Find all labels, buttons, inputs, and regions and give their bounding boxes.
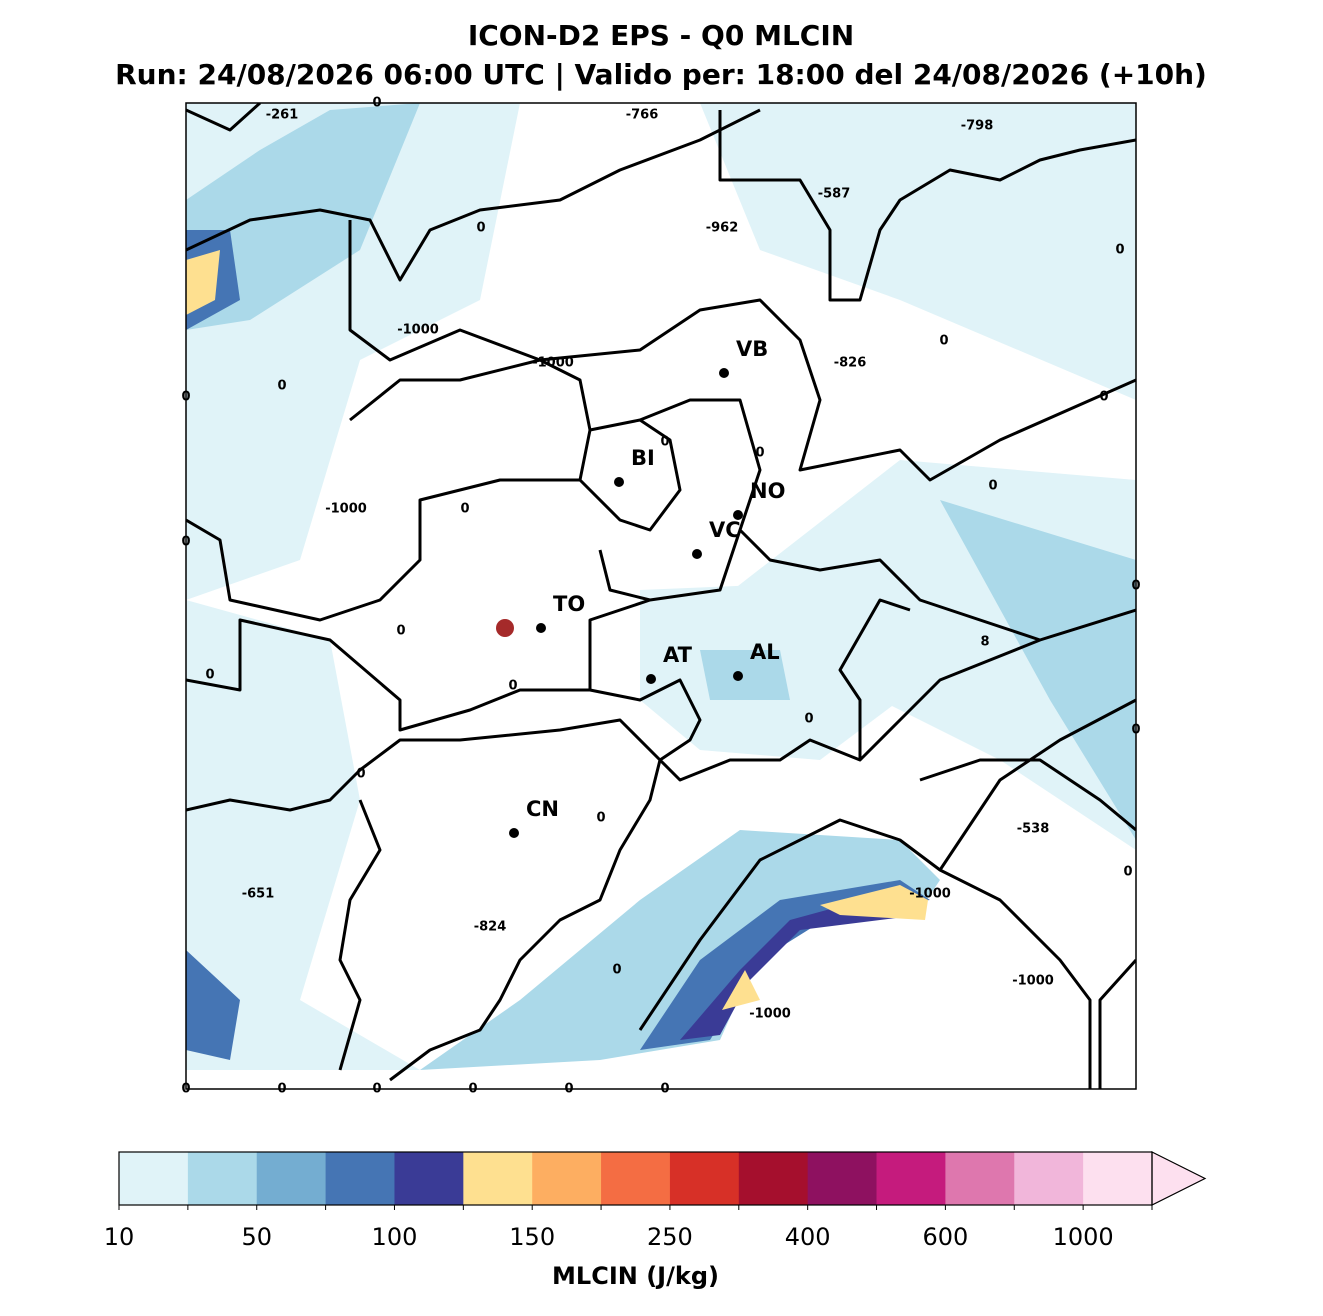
color-swatch xyxy=(325,1152,395,1205)
color-swatch xyxy=(669,1152,740,1205)
city-label: VB xyxy=(736,337,768,361)
city-dot xyxy=(733,671,743,681)
contour-label: 0 xyxy=(939,334,948,349)
contour-label: 0 xyxy=(660,1082,669,1097)
contour-label: 0 xyxy=(277,379,286,394)
color-swatch xyxy=(738,1152,809,1205)
subtitle: Run: 24/08/2026 06:00 UTC | Valido per: … xyxy=(115,58,1207,91)
colorbar: 10 50 100 150 250 400 600 1000 MLCIN (J/kg) xyxy=(104,1151,1207,1290)
contour-label: 0 xyxy=(1131,723,1140,738)
color-swatch xyxy=(1083,1152,1153,1205)
contour-label: 0 xyxy=(612,963,621,978)
color-swatch xyxy=(394,1152,464,1205)
city-label: NO xyxy=(750,479,785,503)
contour-label: -651 xyxy=(242,887,275,902)
contour-label: 0 xyxy=(468,1082,477,1097)
city-label: VC xyxy=(709,518,741,542)
title: ICON-D2 EPS - Q0 MLCIN xyxy=(468,19,854,52)
color-swatch xyxy=(532,1152,602,1205)
city-label: CN xyxy=(526,797,559,821)
contour-label: 0 xyxy=(396,624,405,639)
colorbar-tick-label: 50 xyxy=(241,1223,272,1251)
contour-label: 0 xyxy=(804,712,813,727)
color-swatch xyxy=(601,1152,671,1205)
city-dot xyxy=(614,477,624,487)
contour-label: 0 xyxy=(660,435,669,450)
contour-label: -538 xyxy=(1017,822,1050,837)
city-dot xyxy=(509,828,519,838)
contour-label: 0 xyxy=(755,446,764,461)
contour-label: -1000 xyxy=(397,323,439,338)
city-dot xyxy=(733,510,743,520)
color-swatch xyxy=(187,1152,258,1205)
city-label: AT xyxy=(663,643,693,667)
contour-label: -766 xyxy=(626,108,659,123)
contour-label: -1000 xyxy=(1012,974,1054,989)
contour-label: 0 xyxy=(1131,579,1140,594)
city-dot xyxy=(646,674,656,684)
contour-label: 0 xyxy=(181,535,190,550)
colorbar-tick-label: 150 xyxy=(509,1223,555,1251)
contour-label: -587 xyxy=(818,187,851,202)
contour-label: 0 xyxy=(988,479,997,494)
colorbar-tick-label: 1000 xyxy=(1053,1223,1114,1251)
city-dot xyxy=(536,623,546,633)
color-swatch xyxy=(119,1152,189,1205)
city-label: TO xyxy=(553,592,585,616)
map: VB BI NO VC TO AT AL CN -261 0 -766 -798 -587 0 -962 0 -… xyxy=(181,96,1140,1097)
city-label: BI xyxy=(631,446,655,470)
contour-label: 0 xyxy=(1099,390,1108,405)
contour-label: 0 xyxy=(181,1082,190,1097)
colorbar-tick-label: 10 xyxy=(104,1223,135,1251)
contour-label: 0 xyxy=(356,767,365,782)
contour-label: 0 xyxy=(476,221,485,236)
color-swatch xyxy=(256,1152,327,1205)
contour-label: 0 xyxy=(181,390,190,405)
contour-label: 0 xyxy=(564,1082,573,1097)
location-marker xyxy=(496,619,514,637)
color-swatch xyxy=(807,1152,878,1205)
colorbar-tick-label: 400 xyxy=(785,1223,831,1251)
contour-label: 0 xyxy=(508,679,517,694)
contour-label: -826 xyxy=(834,356,867,371)
colorbar-label: MLCIN (J/kg) xyxy=(552,1262,719,1290)
colorbar-frame xyxy=(118,1151,1153,1206)
color-swatch xyxy=(463,1152,533,1205)
contour-label: 0 xyxy=(460,502,469,517)
contour-label: 0 xyxy=(205,668,214,683)
contour-label: 0 xyxy=(372,1082,381,1097)
contour-label: 8 xyxy=(980,635,989,650)
contour-label: 0 xyxy=(277,1082,286,1097)
contour-label: 0 xyxy=(596,811,605,826)
contour-label: -1000 xyxy=(325,502,367,517)
contour-label: -1000 xyxy=(909,887,951,902)
contour-label: 0 xyxy=(1123,865,1132,880)
colorbar-tick-label: 600 xyxy=(922,1223,968,1251)
city-label: AL xyxy=(750,640,780,664)
color-swatch xyxy=(1014,1152,1084,1205)
city-dot xyxy=(719,368,729,378)
colorbar-extension xyxy=(1151,1151,1207,1206)
contour-label: -261 xyxy=(266,108,299,123)
city-dot xyxy=(692,549,702,559)
contour-label: -798 xyxy=(961,119,994,134)
color-swatch xyxy=(876,1152,946,1205)
contour-label: 0 xyxy=(1115,243,1124,258)
contour-label: 0 xyxy=(372,96,381,111)
contour-label: -1000 xyxy=(532,356,574,371)
contour-label: -1000 xyxy=(749,1007,791,1022)
contour-label: -962 xyxy=(706,221,739,236)
color-swatch xyxy=(945,1152,1015,1205)
contour-label: -824 xyxy=(474,920,507,935)
colorbar-tick-label: 100 xyxy=(372,1223,418,1251)
colorbar-tick-label: 250 xyxy=(647,1223,693,1251)
